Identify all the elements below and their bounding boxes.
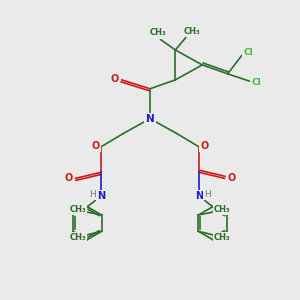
Text: Cl: Cl [243,48,253,57]
Text: O: O [91,141,100,152]
Text: N: N [97,191,105,201]
Text: O: O [227,173,235,183]
Text: CH₃: CH₃ [214,233,231,242]
Text: O: O [200,141,209,152]
Text: N: N [195,191,203,201]
Text: H: H [89,190,96,199]
Text: O: O [65,173,73,183]
Text: CH₃: CH₃ [69,205,86,214]
Text: CH₃: CH₃ [184,27,201,36]
Text: CH₃: CH₃ [214,205,231,214]
Text: CH₃: CH₃ [150,28,166,38]
Text: N: N [146,114,154,124]
Text: CH₃: CH₃ [69,233,86,242]
Text: H: H [204,190,211,199]
Text: O: O [111,74,119,84]
Text: Cl: Cl [251,78,261,87]
